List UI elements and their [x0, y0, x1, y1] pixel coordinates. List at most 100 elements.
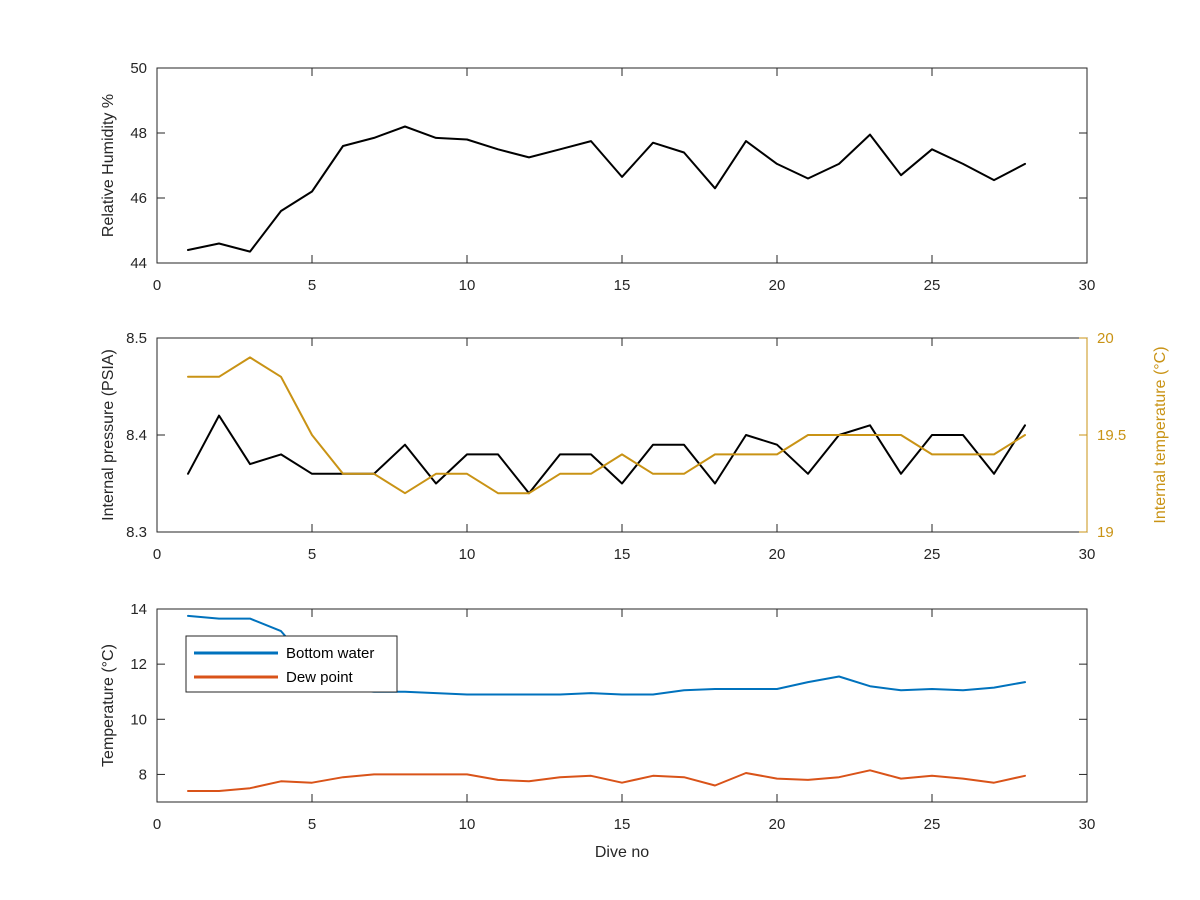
- data-point: [280, 453, 282, 455]
- y-axis-label: Relative Humidity %: [100, 94, 117, 237]
- y-tick-label: 12: [130, 656, 147, 673]
- right-y-tick-label: 19: [1097, 524, 1114, 541]
- data-point: [900, 174, 902, 176]
- data-point: [218, 790, 220, 792]
- data-point: [776, 453, 778, 455]
- data-point: [311, 190, 313, 192]
- data-point: [218, 617, 220, 619]
- x-tick-label: 15: [614, 816, 631, 833]
- data-point: [683, 776, 685, 778]
- x-tick-label: 25: [924, 277, 941, 294]
- y-tick-label: 8.5: [126, 330, 147, 347]
- data-point: [652, 444, 654, 446]
- y-tick-label: 44: [130, 255, 147, 272]
- data-point: [683, 689, 685, 691]
- x-tick-label: 30: [1079, 546, 1096, 563]
- data-point: [931, 453, 933, 455]
- data-point: [745, 453, 747, 455]
- data-point: [621, 782, 623, 784]
- data-point: [776, 163, 778, 165]
- data-point: [497, 492, 499, 494]
- data-point: [807, 434, 809, 436]
- data-point: [745, 688, 747, 690]
- data-point: [1024, 163, 1026, 165]
- data-point: [280, 780, 282, 782]
- data-point: [466, 138, 468, 140]
- data-point: [776, 444, 778, 446]
- data-point: [559, 473, 561, 475]
- data-point: [497, 779, 499, 781]
- y-tick-label: 14: [130, 601, 147, 618]
- data-point: [869, 769, 871, 771]
- data-point: [218, 414, 220, 416]
- subplot-3: 0 5 10 15 20 25 30 8 10 12 14 Temperature (°C) Dive …: [100, 601, 1095, 861]
- right-y-axis-label: Internal temperature (°C): [1152, 346, 1169, 523]
- data-point: [962, 453, 964, 455]
- data-point: [931, 148, 933, 150]
- data-point: [311, 473, 313, 475]
- y-tick-label: 46: [130, 190, 147, 207]
- data-point: [993, 453, 995, 455]
- subplot-2: 0 5 10 15 20 25 30 8.3 8.4 8.5 19 19.5 20 Internal pr…: [100, 330, 1169, 563]
- data-point: [993, 473, 995, 475]
- data-point: [1024, 434, 1026, 436]
- x-tick-label: 30: [1079, 816, 1096, 833]
- data-point: [435, 773, 437, 775]
- data-point: [807, 681, 809, 683]
- x-tick-label: 15: [614, 277, 631, 294]
- data-point: [559, 148, 561, 150]
- subplot-1: 0 5 10 15 20 25 30 44 46 48 50 Relative Humidity %: [100, 60, 1095, 294]
- data-point: [869, 424, 871, 426]
- data-point: [497, 693, 499, 695]
- data-point: [249, 250, 251, 252]
- x-tick-label: 10: [459, 546, 476, 563]
- data-point: [311, 782, 313, 784]
- data-point: [900, 473, 902, 475]
- series-line-dew-point: [187, 769, 1026, 792]
- data-point: [652, 693, 654, 695]
- data-point: [466, 693, 468, 695]
- data-point: [311, 434, 313, 436]
- data-point: [714, 187, 716, 189]
- data-point: [280, 210, 282, 212]
- data-point: [590, 775, 592, 777]
- data-point: [807, 473, 809, 475]
- data-point: [1024, 424, 1026, 426]
- data-point: [497, 453, 499, 455]
- data-point: [559, 693, 561, 695]
- x-tick-label: 30: [1079, 277, 1096, 294]
- data-point: [373, 473, 375, 475]
- x-tick-label: 10: [459, 816, 476, 833]
- data-point: [559, 776, 561, 778]
- data-point: [404, 125, 406, 127]
- data-point: [652, 775, 654, 777]
- data-point: [745, 772, 747, 774]
- right-y-tick-label: 19.5: [1097, 427, 1126, 444]
- x-tick-label: 20: [769, 816, 786, 833]
- data-point: [249, 617, 251, 619]
- data-point: [993, 686, 995, 688]
- data-point: [869, 685, 871, 687]
- legend-label-dew-point: Dew point: [286, 669, 354, 686]
- data-point: [404, 492, 406, 494]
- data-point: [962, 163, 964, 165]
- data-point: [652, 142, 654, 144]
- data-point: [683, 473, 685, 475]
- x-axis-label: Dive no: [595, 844, 649, 861]
- data-point: [249, 356, 251, 358]
- data-point: [714, 784, 716, 786]
- y-axis-label: Internal pressure (PSIA): [100, 349, 117, 521]
- plot-area: [156, 67, 1088, 264]
- data-point: [869, 434, 871, 436]
- x-tick-label: 5: [308, 277, 316, 294]
- data-point: [652, 473, 654, 475]
- data-point: [280, 376, 282, 378]
- data-point: [590, 473, 592, 475]
- series-line-2-1: [187, 414, 1026, 495]
- data-point: [621, 453, 623, 455]
- data-point: [838, 675, 840, 677]
- y-axis-label: Temperature (°C): [100, 644, 117, 767]
- data-point: [838, 434, 840, 436]
- data-point: [931, 434, 933, 436]
